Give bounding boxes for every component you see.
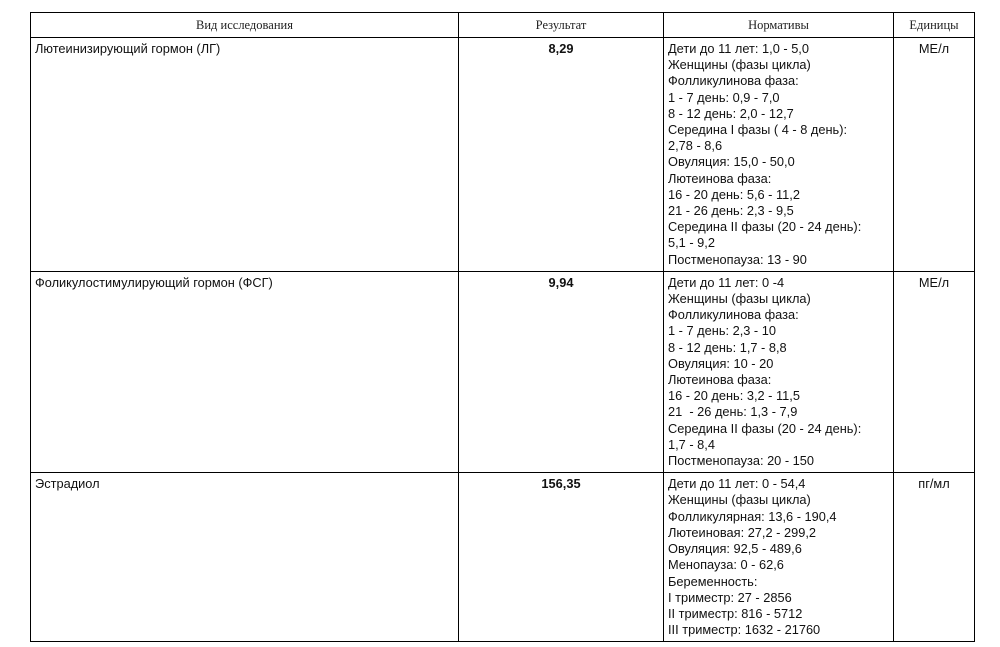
norm-line: Женщины (фазы цикла) bbox=[668, 492, 811, 508]
unit-value: МЕ/л bbox=[893, 270, 975, 474]
norm-line: Лютеинова фаза: bbox=[668, 372, 772, 388]
norms-cell: Дети до 11 лет: 1,0 - 5,0 Женщины (фазы ц… bbox=[663, 37, 894, 272]
norm-line: 1,7 - 8,4 bbox=[668, 436, 715, 452]
norm-line: Постменопауза: 13 - 90 bbox=[668, 251, 807, 267]
norm-line: 16 - 20 день: 5,6 - 11,2 bbox=[668, 186, 800, 202]
result-value: 9,94 bbox=[458, 270, 664, 474]
norm-line: 8 - 12 день: 1,7 - 8,8 bbox=[668, 339, 787, 355]
unit-value: пг/мл bbox=[893, 472, 975, 643]
norm-line: Овуляция: 92,5 - 489,6 bbox=[668, 541, 802, 557]
norm-line: Дети до 11 лет: 1,0 - 5,0 bbox=[668, 41, 809, 56]
norm-line: Женщины (фазы цикла) bbox=[668, 291, 811, 307]
norm-line: Овуляция: 15,0 - 50,0 bbox=[668, 154, 795, 170]
norm-line: III триместр: 1632 - 21760 bbox=[668, 622, 821, 638]
norm-line: Менопауза: 0 - 62,6 bbox=[668, 557, 784, 573]
result-value: 156,35 bbox=[458, 472, 664, 643]
norm-line: Середина II фазы (20 - 24 день): bbox=[668, 420, 862, 436]
header-row: Вид исследования Результат Нормативы Еди… bbox=[30, 12, 975, 38]
norm-line: Фолликулинова фаза: bbox=[668, 73, 799, 89]
norm-line: II триместр: 816 - 5712 bbox=[668, 605, 803, 621]
norm-line: Овуляция: 10 - 20 bbox=[668, 355, 774, 371]
results-table: Вид исследования Результат Нормативы Еди… bbox=[30, 12, 975, 643]
unit-value: МЕ/л bbox=[893, 37, 975, 272]
table-row: Эстрадиол 156,35 Дети до 11 лет: 0 - 54,4 Ж… bbox=[30, 472, 975, 643]
norm-line: 21 - 26 день: 2,3 - 9,5 bbox=[668, 203, 794, 219]
norm-line: I триместр: 27 - 2856 bbox=[668, 589, 792, 605]
norm-line: Фолликулярная: 13,6 - 190,4 bbox=[668, 508, 837, 524]
norm-line: 1 - 7 день: 2,3 - 10 bbox=[668, 323, 776, 339]
norm-line: Дети до 11 лет: 0 - 54,4 bbox=[668, 476, 806, 492]
norm-line: Беременность: bbox=[668, 573, 758, 589]
norm-line: 1 - 7 день: 0,9 - 7,0 bbox=[668, 89, 780, 105]
norm-line: 5,1 - 9,2 bbox=[668, 235, 715, 251]
test-name: Фоликулостимулирующий гормон (ФСГ) bbox=[30, 270, 459, 474]
norm-line: Дети до 11 лет: 0 -4 bbox=[668, 274, 785, 290]
norm-line: Лютеинова фаза: bbox=[668, 170, 772, 186]
norm-line: Женщины (фазы цикла) bbox=[668, 57, 811, 73]
norm-line: 16 - 20 день: 3,2 - 11,5 bbox=[668, 388, 800, 404]
norms-cell: Дети до 11 лет: 0 - 54,4 Женщины (фазы ци… bbox=[663, 472, 894, 643]
table-row: Лютеинизирующий гормон (ЛГ) 8,29 Дети до 1… bbox=[30, 37, 975, 272]
norm-line: Середина II фазы (20 - 24 день): bbox=[668, 219, 862, 235]
header-result: Результат bbox=[458, 12, 664, 38]
norm-line: 2,78 - 8,6 bbox=[668, 138, 723, 154]
header-units: Единицы bbox=[893, 12, 975, 38]
norm-line: Постменопауза: 20 - 150 bbox=[668, 453, 815, 469]
result-value: 8,29 bbox=[458, 37, 664, 272]
header-test-name: Вид исследования bbox=[30, 12, 459, 38]
norm-line: Лютеиновая: 27,2 - 299,2 bbox=[668, 524, 816, 540]
norms-cell: Дети до 11 лет: 0 -4 Женщины (фазы цикла)… bbox=[663, 270, 894, 474]
norm-line: Середина I фазы ( 4 - 8 день): bbox=[668, 122, 848, 138]
test-name: Эстрадиол bbox=[30, 472, 459, 643]
norm-line: 8 - 12 день: 2,0 - 12,7 bbox=[668, 105, 794, 121]
norm-line: 21 - 26 день: 1,3 - 7,9 bbox=[668, 404, 798, 420]
table-row: Фоликулостимулирующий гормон (ФСГ) 9,94 Де… bbox=[30, 270, 975, 474]
norm-line: Фолликулинова фаза: bbox=[668, 307, 799, 323]
header-norms: Нормативы bbox=[663, 12, 894, 38]
test-name: Лютеинизирующий гормон (ЛГ) bbox=[30, 37, 459, 272]
